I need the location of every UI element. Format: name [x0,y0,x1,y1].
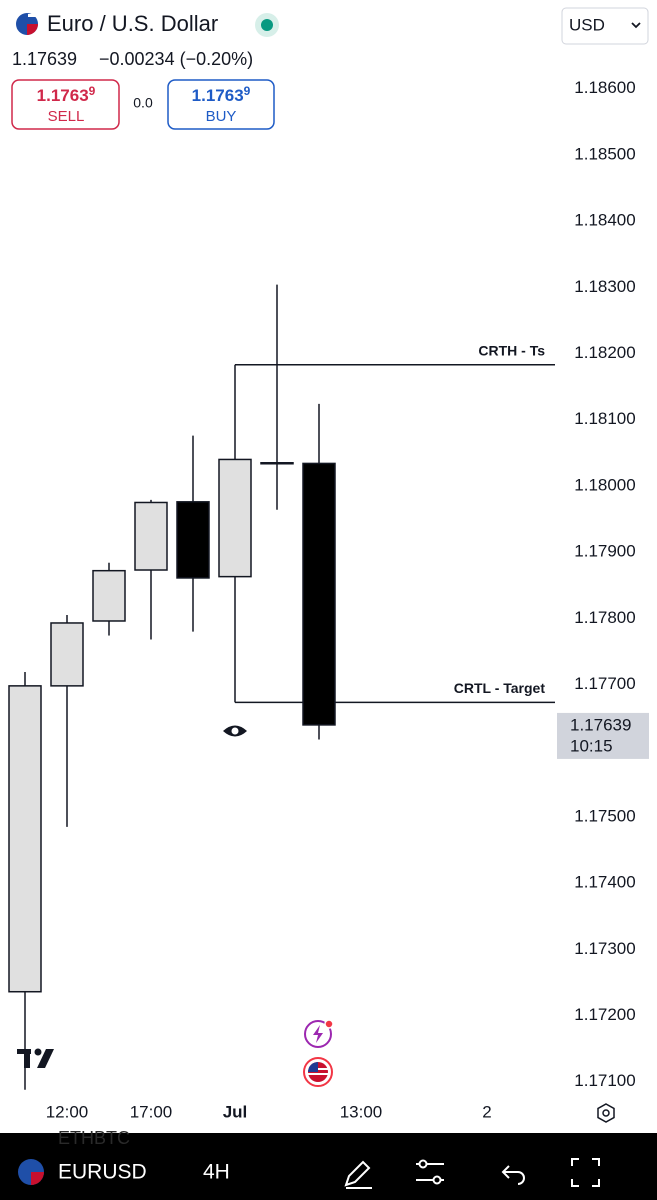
last-price: 1.17639 [570,715,631,734]
candle-body [260,462,294,465]
event-icon[interactable] [304,1019,334,1048]
toolbar-interval[interactable]: 4H [203,1161,230,1184]
eye-icon[interactable] [223,725,247,737]
buy-label: BUY [206,108,237,125]
y-tick-label: 1.17100 [574,1071,635,1090]
event-flag-icon[interactable] [303,1057,333,1087]
y-tick-label: 1.17200 [574,1005,635,1024]
buy-pip: 9 [244,84,251,98]
candle-body [50,622,84,687]
status-dot[interactable] [261,19,273,31]
x-tick-label: 12:00 [46,1102,89,1121]
x-tick-label: 13:00 [340,1102,383,1121]
symbol-title: Euro / U.S. Dollar [47,11,218,36]
countdown: 10:15 [570,736,613,755]
x-tick-label: 2 [482,1102,491,1121]
y-tick-label: 1.17900 [574,542,635,561]
price: 1.17639 [12,49,77,69]
spread: 0.0 [133,95,153,111]
candle-body [176,501,210,579]
currency: USD [569,15,605,34]
fullscreen-tool[interactable] [571,1158,600,1187]
undo-tool[interactable] [501,1165,525,1185]
indicators-tool[interactable] [416,1159,444,1185]
symbol-flag [16,13,39,35]
sell-price: 1.17639 [37,84,96,105]
candle-body [8,685,42,993]
annotation-label: CRTL - Target [454,680,546,696]
axis-settings[interactable] [597,1103,615,1123]
candle-body [302,462,336,726]
toolbar-symbol[interactable]: EURUSD [58,1161,147,1184]
y-tick-label: 1.18600 [574,78,635,97]
candle-body [218,458,252,578]
y-tick-label: 1.18200 [574,343,635,362]
x-tick-label: Jul [223,1102,248,1121]
y-tick-label: 1.18000 [574,475,635,494]
change: −0.00234 (−0.20%) [99,49,253,69]
x-tick-label: 17:00 [130,1102,173,1121]
y-tick-label: 1.17700 [574,674,635,693]
buy-price-main: 1.1763 [192,86,244,105]
sell-button[interactable] [11,79,120,130]
plot: 1.18600 1.18500 1.18400 1.18300 1.18200 1.181… [8,78,649,1121]
candle-body [134,501,168,571]
y-tick-label: 1.18500 [574,144,635,163]
y-tick-label: 1.17400 [574,873,635,892]
y-tick-label: 1.17800 [574,608,635,627]
y-tick-label: 1.18100 [574,409,635,428]
chevron [631,22,641,29]
ghost-symbol: ETHBTC [58,1128,130,1148]
toolbar-flag [18,1159,44,1185]
currency-select[interactable] [561,7,649,45]
toolbar [0,1133,657,1200]
draw-tool[interactable] [344,1160,372,1189]
y-tick-label: 1.17300 [574,939,635,958]
y-tick-label: 1.18300 [574,277,635,296]
y-tick-label: 1.18400 [574,211,635,230]
sell-price-main: 1.1763 [37,86,89,105]
tv-logo [17,1048,54,1068]
sell-label: SELL [48,108,85,125]
sell-pip: 9 [89,84,96,98]
candle-body [92,569,126,622]
last-price-box [557,712,649,759]
annotation-label: CRTH - Ts [478,342,545,358]
y-tick-label: 1.17500 [574,806,635,825]
buy-price: 1.17639 [192,84,251,105]
buy-button[interactable] [167,79,275,130]
